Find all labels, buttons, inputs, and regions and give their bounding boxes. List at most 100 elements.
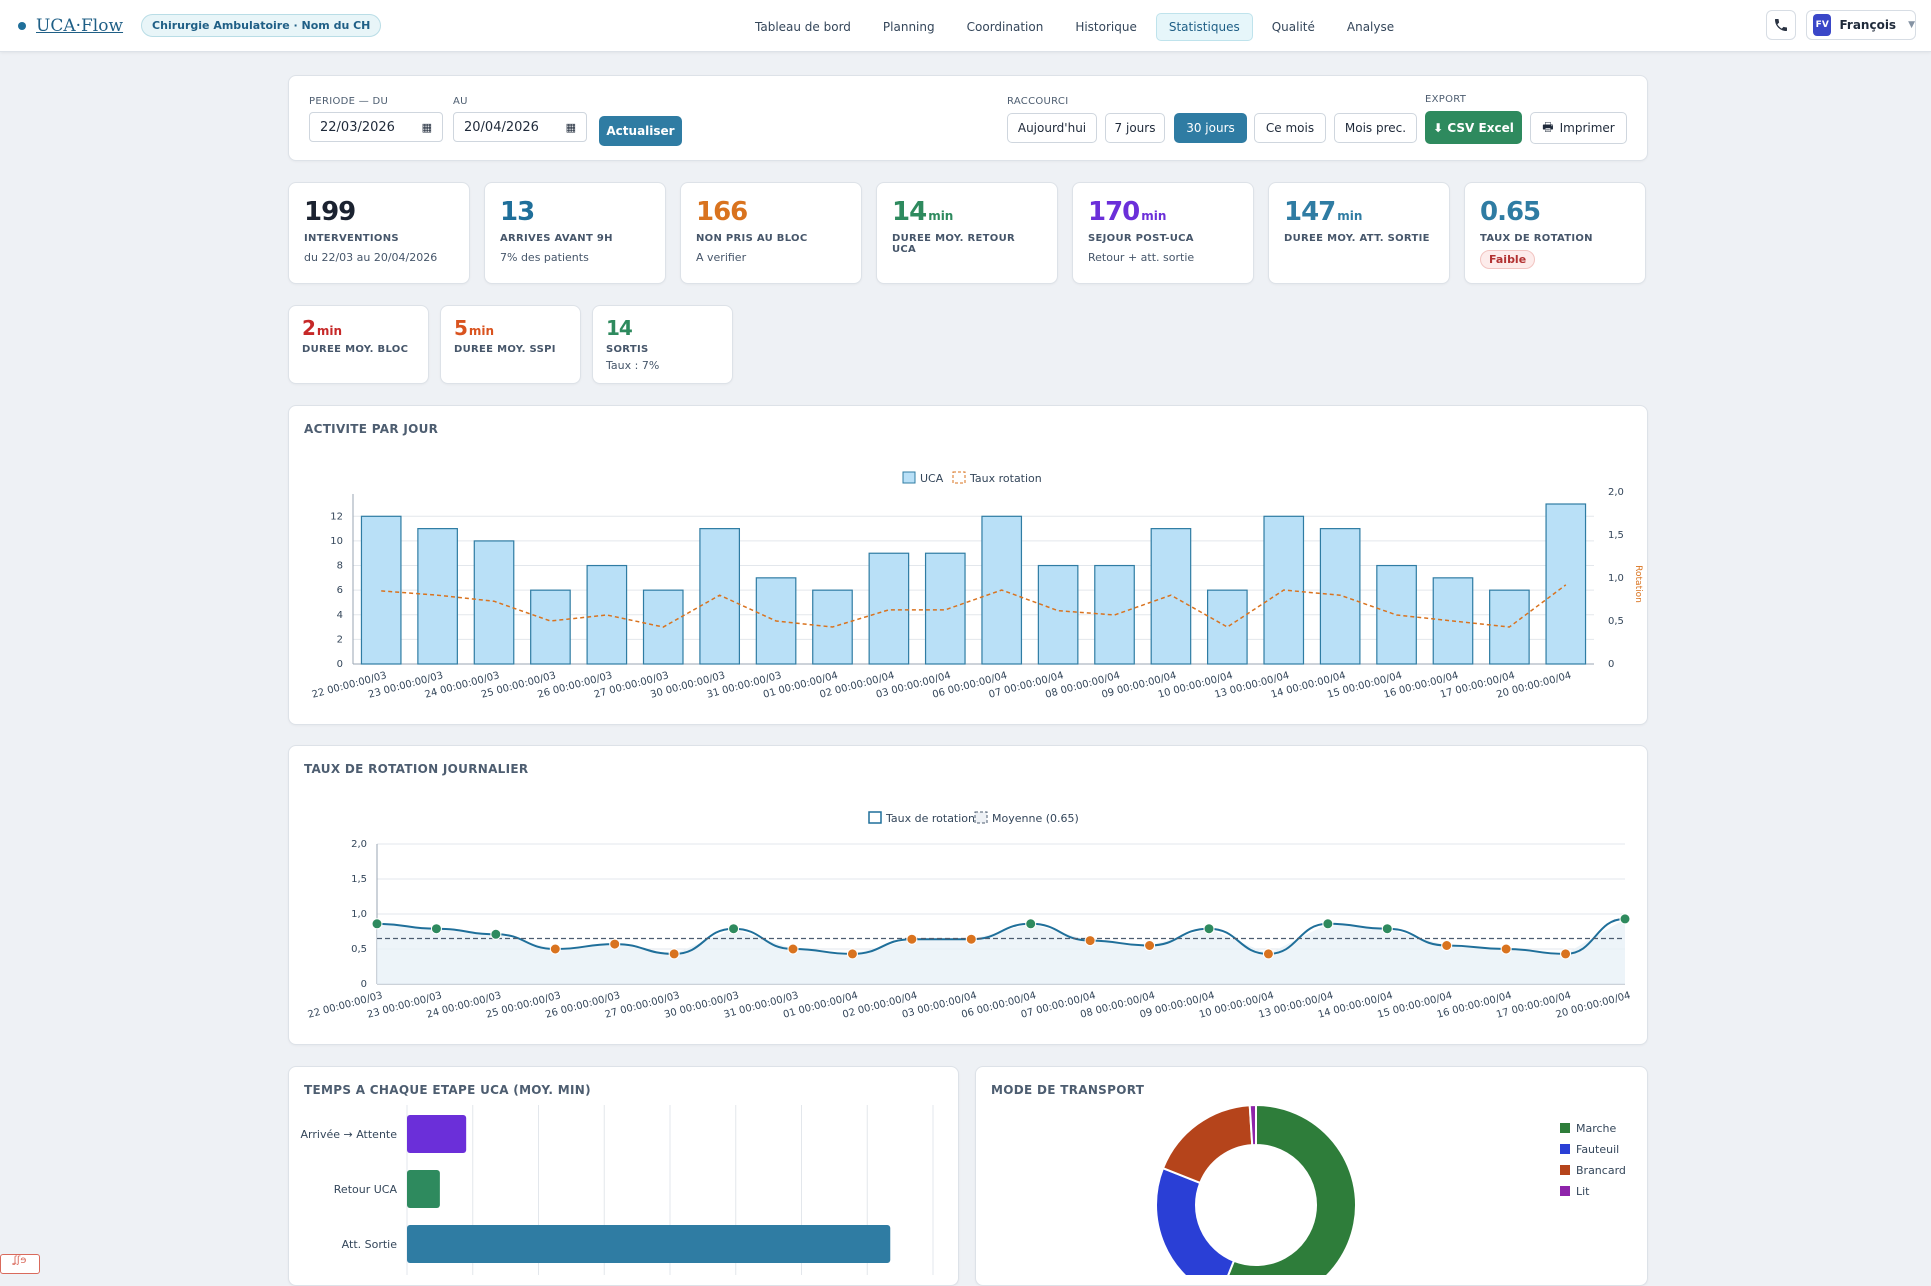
kpi-unit: min: [1337, 209, 1363, 223]
data-point: [430, 923, 442, 935]
bar: [417, 528, 458, 665]
legend-label-rotation: Taux de rotation: [885, 812, 975, 825]
nav-coordination[interactable]: Coordination: [966, 20, 1044, 34]
steps-chart-card: TEMPS A CHAQUE ETAPE UCA (MOY. MIN) Arri…: [288, 1066, 959, 1286]
legend-label: Fauteuil: [1576, 1143, 1619, 1156]
kpi-card: 199 INTERVENTIONS du 22/03 au 20/04/2026: [288, 182, 470, 284]
legend-label: Brancard: [1576, 1164, 1626, 1177]
kpi-sub: Retour + att. sortie: [1088, 251, 1195, 264]
kpi-unit: min: [468, 324, 495, 338]
kpi-label: DUREE MOY. ATT. SORTIE: [1284, 233, 1430, 244]
kpi-unit: min: [928, 209, 954, 223]
nav-planning[interactable]: Planning: [882, 20, 935, 34]
shortcut-label: RACCOURCI: [1007, 96, 1069, 107]
kpi-label: SEJOUR POST-UCA: [1088, 233, 1194, 244]
kpi-value-row: 0.65: [1480, 199, 1630, 225]
data-point: [668, 948, 680, 960]
data-point: [965, 933, 977, 945]
export-csv-button[interactable]: ⬇ CSV Excel: [1425, 111, 1522, 144]
phone-button[interactable]: [1766, 10, 1796, 40]
avatar: FV: [1813, 14, 1832, 36]
kpi-card: 0.65 TAUX DE ROTATION Faible: [1464, 182, 1646, 284]
brand[interactable]: UCA·Flow Chirurgie Ambulatoire · Nom du …: [18, 14, 382, 37]
y-tick-label: 2: [337, 634, 343, 645]
data-point: [1262, 948, 1274, 960]
y2-tick-label: 1,5: [1608, 530, 1624, 541]
nav-tableau-de-bord[interactable]: Tableau de bord: [755, 20, 851, 34]
y2-axis-label: Rotation: [1633, 565, 1643, 603]
legend-swatch-average: [974, 811, 988, 824]
kpi-value-row: 2 min: [302, 318, 415, 339]
bar: [530, 589, 571, 665]
legend-label-uca: UCA: [920, 472, 944, 485]
shortcut-this-month-button[interactable]: Ce mois: [1254, 113, 1326, 143]
brand-dot-icon: [18, 21, 26, 30]
feedback-icon[interactable]: ʆʃɘ: [0, 1254, 40, 1274]
activity-chart-title: ACTIVITE PAR JOUR: [304, 422, 439, 436]
print-button-label: Imprimer: [1559, 121, 1615, 135]
rotation-chart-card: TAUX DE ROTATION JOURNALIER 0 0,5 1,0 1,5 2,…: [288, 745, 1648, 1045]
kpi-label: INTERVENTIONS: [304, 233, 399, 244]
kpi-sub: du 22/03 au 20/04/2026: [304, 251, 438, 264]
y-tick-label: 8: [337, 561, 343, 572]
legend-swatch: [1560, 1165, 1570, 1175]
bar: [360, 515, 402, 665]
rotation-area: [377, 918, 1625, 984]
y-tick-label: 12: [330, 511, 343, 522]
kpi-value: 14: [606, 316, 633, 340]
kpi-value: 13: [500, 197, 535, 227]
bar: [924, 552, 966, 665]
date-from-input[interactable]: 22/03/2026 ▦: [309, 112, 443, 142]
step-label: Retour UCA: [334, 1183, 398, 1196]
nav-analyse[interactable]: Analyse: [1346, 20, 1395, 34]
step-bar: [407, 1225, 891, 1263]
shortcut-30-days-button[interactable]: 30 jours: [1174, 113, 1247, 143]
y-tick-label: 1,0: [351, 909, 367, 920]
rotation-line: [376, 917, 1626, 955]
donut-slice: [1161, 1105, 1254, 1185]
y-tick-label: 4: [337, 610, 343, 621]
nav-statistiques[interactable]: Statistiques: [1155, 13, 1253, 41]
print-button[interactable]: 🖶 Imprimer: [1530, 112, 1627, 144]
date-to-value: 20/04/2026: [464, 119, 539, 135]
user-name: François: [1839, 18, 1897, 32]
data-point: [1619, 913, 1631, 925]
bar: [868, 552, 910, 665]
phone-icon: [1775, 19, 1787, 31]
refresh-button[interactable]: Actualiser: [599, 116, 682, 146]
kpi-sub: Taux : 7%: [606, 359, 660, 372]
step-label: Arrivée → Attente: [301, 1128, 398, 1141]
nav-historique[interactable]: Historique: [1075, 20, 1137, 34]
bar: [586, 564, 628, 665]
kpi-label: SORTIS: [606, 344, 649, 355]
top-bar: UCA·Flow Chirurgie Ambulatoire · Nom du …: [0, 0, 1931, 52]
kpi-value: 5: [454, 316, 468, 340]
status-badge: Faible: [1480, 250, 1536, 269]
kpi-value: 147: [1284, 197, 1336, 227]
kpi-label: DUREE MOY. BLOC: [302, 344, 409, 355]
transport-chart: Marche Fauteuil Brancard Lit: [1155, 1105, 1626, 1275]
nav-qualite[interactable]: Qualité: [1271, 20, 1315, 34]
legend-swatch-rotation: [952, 471, 966, 484]
data-point: [1084, 935, 1096, 947]
kpi-value: 199: [304, 197, 356, 227]
shortcut-prev-month-button[interactable]: Mois prec.: [1334, 113, 1417, 143]
bar: [1319, 528, 1361, 665]
legend-label: Lit: [1576, 1185, 1590, 1198]
shortcut-today-button[interactable]: Aujourd'hui: [1007, 113, 1097, 143]
user-menu[interactable]: FV François ▼: [1806, 10, 1916, 40]
data-point: [1441, 940, 1453, 951]
legend-swatch-uca: [902, 471, 916, 484]
y2-tick-label: 0,5: [1608, 616, 1624, 627]
legend-label-average: Moyenne (0.65): [992, 812, 1079, 825]
kpi-card: 14 SORTIS Taux : 7%: [592, 305, 733, 384]
y2-tick-label: 2,0: [1608, 487, 1624, 498]
y-tick-label: 10: [330, 536, 343, 547]
brand-name[interactable]: UCA·Flow: [36, 15, 124, 36]
data-point: [1144, 940, 1156, 951]
kpi-value-row: 166: [696, 199, 846, 225]
shortcut-7-days-button[interactable]: 7 jours: [1105, 113, 1165, 143]
date-to-input[interactable]: 20/04/2026 ▦: [453, 112, 587, 142]
step-bar: [407, 1115, 467, 1153]
